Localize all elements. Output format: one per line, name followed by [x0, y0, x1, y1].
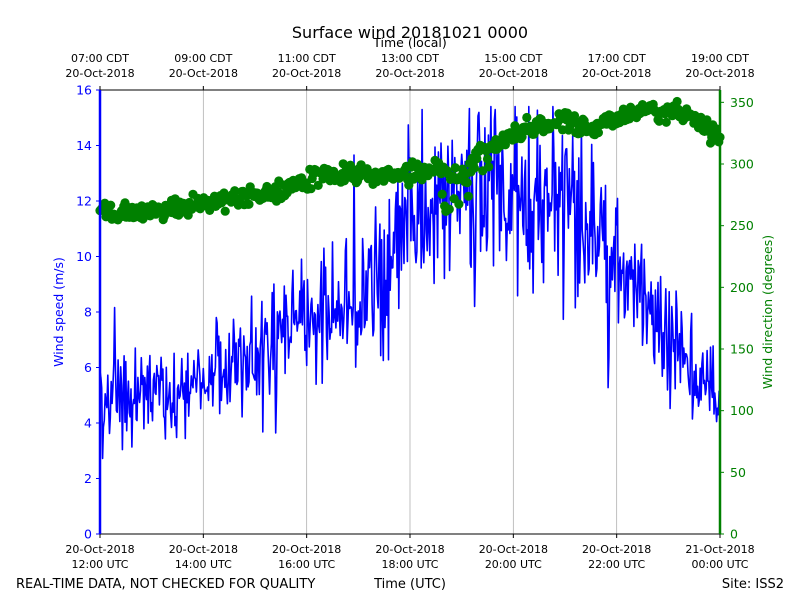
right-tick-label: 50 [730, 465, 746, 480]
right-axis-ticks: 0 50 100 150 200 250 300 350 [720, 95, 754, 542]
top-tick-date: 20-Oct-2018 [272, 67, 341, 80]
wind-direction-point [220, 206, 230, 216]
top-tick-date: 20-Oct-2018 [479, 67, 548, 80]
top-tick-date: 20-Oct-2018 [582, 67, 651, 80]
bottom-tick-time: 16:00 UTC [278, 558, 335, 571]
footer-site: Site: ISS2 [722, 577, 784, 592]
wind-direction-point [230, 186, 240, 196]
bottom-tick-time: 00:00 UTC [691, 558, 748, 571]
left-tick-label: 16 [76, 83, 92, 98]
wind-direction-point [500, 140, 510, 150]
wind-direction-point [484, 162, 494, 172]
wind-direction-point [672, 96, 682, 107]
wind-speed-series [99, 105, 721, 460]
top-tick-time: 17:00 CDT [588, 52, 646, 65]
wind-speed-line [99, 105, 721, 460]
wind-direction-point [444, 204, 454, 214]
left-tick-label: 12 [76, 194, 92, 209]
bottom-tick-time: 22:00 UTC [588, 558, 645, 571]
wind-direction-point [654, 116, 664, 126]
wind-direction-point [450, 163, 460, 173]
wind-direction-point [472, 154, 482, 164]
right-tick-label: 0 [730, 527, 738, 542]
left-tick-label: 0 [84, 527, 92, 542]
top-axis-label: Time (local) [372, 35, 446, 50]
top-tick-date: 20-Oct-2018 [375, 67, 444, 80]
bottom-axis-ticks: 20-Oct-2018 12:00 UTC 20-Oct-2018 14:00 UTC… [65, 534, 755, 571]
wind-direction-point [711, 124, 722, 134]
top-tick-time: 11:00 CDT [278, 52, 336, 65]
bottom-axis-label: Time (UTC) [373, 577, 446, 592]
bottom-tick-time: 12:00 UTC [71, 558, 128, 571]
top-tick-date: 20-Oct-2018 [169, 67, 238, 80]
wind-direction-point [437, 189, 447, 199]
bottom-tick-date: 20-Oct-2018 [582, 543, 651, 556]
left-tick-label: 10 [76, 249, 92, 264]
wind-direction-point [522, 112, 532, 123]
wind-direction-series [95, 96, 725, 225]
right-tick-label: 350 [730, 95, 754, 110]
right-tick-label: 200 [730, 280, 754, 295]
wind-direction-point [454, 199, 464, 209]
right-tick-label: 250 [730, 218, 754, 233]
bottom-tick-date: 20-Oct-2018 [169, 543, 238, 556]
wind-direction-point [469, 163, 479, 173]
wind-direction-point [661, 117, 671, 127]
chart-title: Surface wind 20181021 0000 [292, 23, 528, 42]
wind-direction-point [306, 184, 316, 194]
top-tick-time: 15:00 CDT [484, 52, 542, 65]
top-tick-time: 19:00 CDT [691, 52, 749, 65]
bottom-tick-date: 20-Oct-2018 [479, 543, 548, 556]
bottom-tick-date: 20-Oct-2018 [272, 543, 341, 556]
wind-direction-point [313, 180, 323, 190]
wind-direction-point [106, 200, 116, 210]
left-tick-label: 6 [84, 360, 92, 375]
left-tick-label: 2 [84, 471, 92, 486]
y-right-axis-label: Wind direction (degrees) [760, 235, 775, 389]
left-tick-label: 8 [84, 305, 92, 320]
top-tick-date: 20-Oct-2018 [685, 67, 754, 80]
wind-direction-point [462, 178, 472, 188]
top-tick-time: 13:00 CDT [381, 52, 439, 65]
bottom-tick-date: 20-Oct-2018 [375, 543, 444, 556]
top-tick-date: 20-Oct-2018 [65, 67, 134, 80]
wind-direction-point [244, 199, 254, 209]
left-axis-ticks: 0 2 4 6 8 10 12 14 16 [76, 83, 100, 542]
right-tick-label: 150 [730, 342, 754, 357]
footer-quality-note: REAL-TIME DATA, NOT CHECKED FOR QUALITY [16, 577, 315, 592]
bottom-tick-date: 20-Oct-2018 [65, 543, 134, 556]
top-tick-time: 07:00 CDT [71, 52, 129, 65]
right-tick-label: 100 [730, 403, 754, 418]
wind-direction-point [463, 191, 473, 201]
wind-direction-point [593, 128, 604, 138]
bottom-tick-time: 18:00 UTC [381, 558, 438, 571]
wind-direction-point [482, 154, 493, 164]
left-tick-label: 4 [84, 416, 92, 431]
bottom-tick-time: 14:00 UTC [175, 558, 232, 571]
bottom-tick-date: 21-Oct-2018 [685, 543, 754, 556]
y-left-axis-label: Wind speed (m/s) [51, 257, 66, 367]
top-axis-ticks: 07:00 CDT 20-Oct-2018 09:00 CDT 20-Oct-2018… [65, 52, 755, 90]
right-tick-label: 300 [730, 157, 754, 172]
top-tick-time: 09:00 CDT [174, 52, 232, 65]
bottom-tick-time: 20:00 UTC [485, 558, 542, 571]
left-tick-label: 14 [76, 138, 92, 153]
